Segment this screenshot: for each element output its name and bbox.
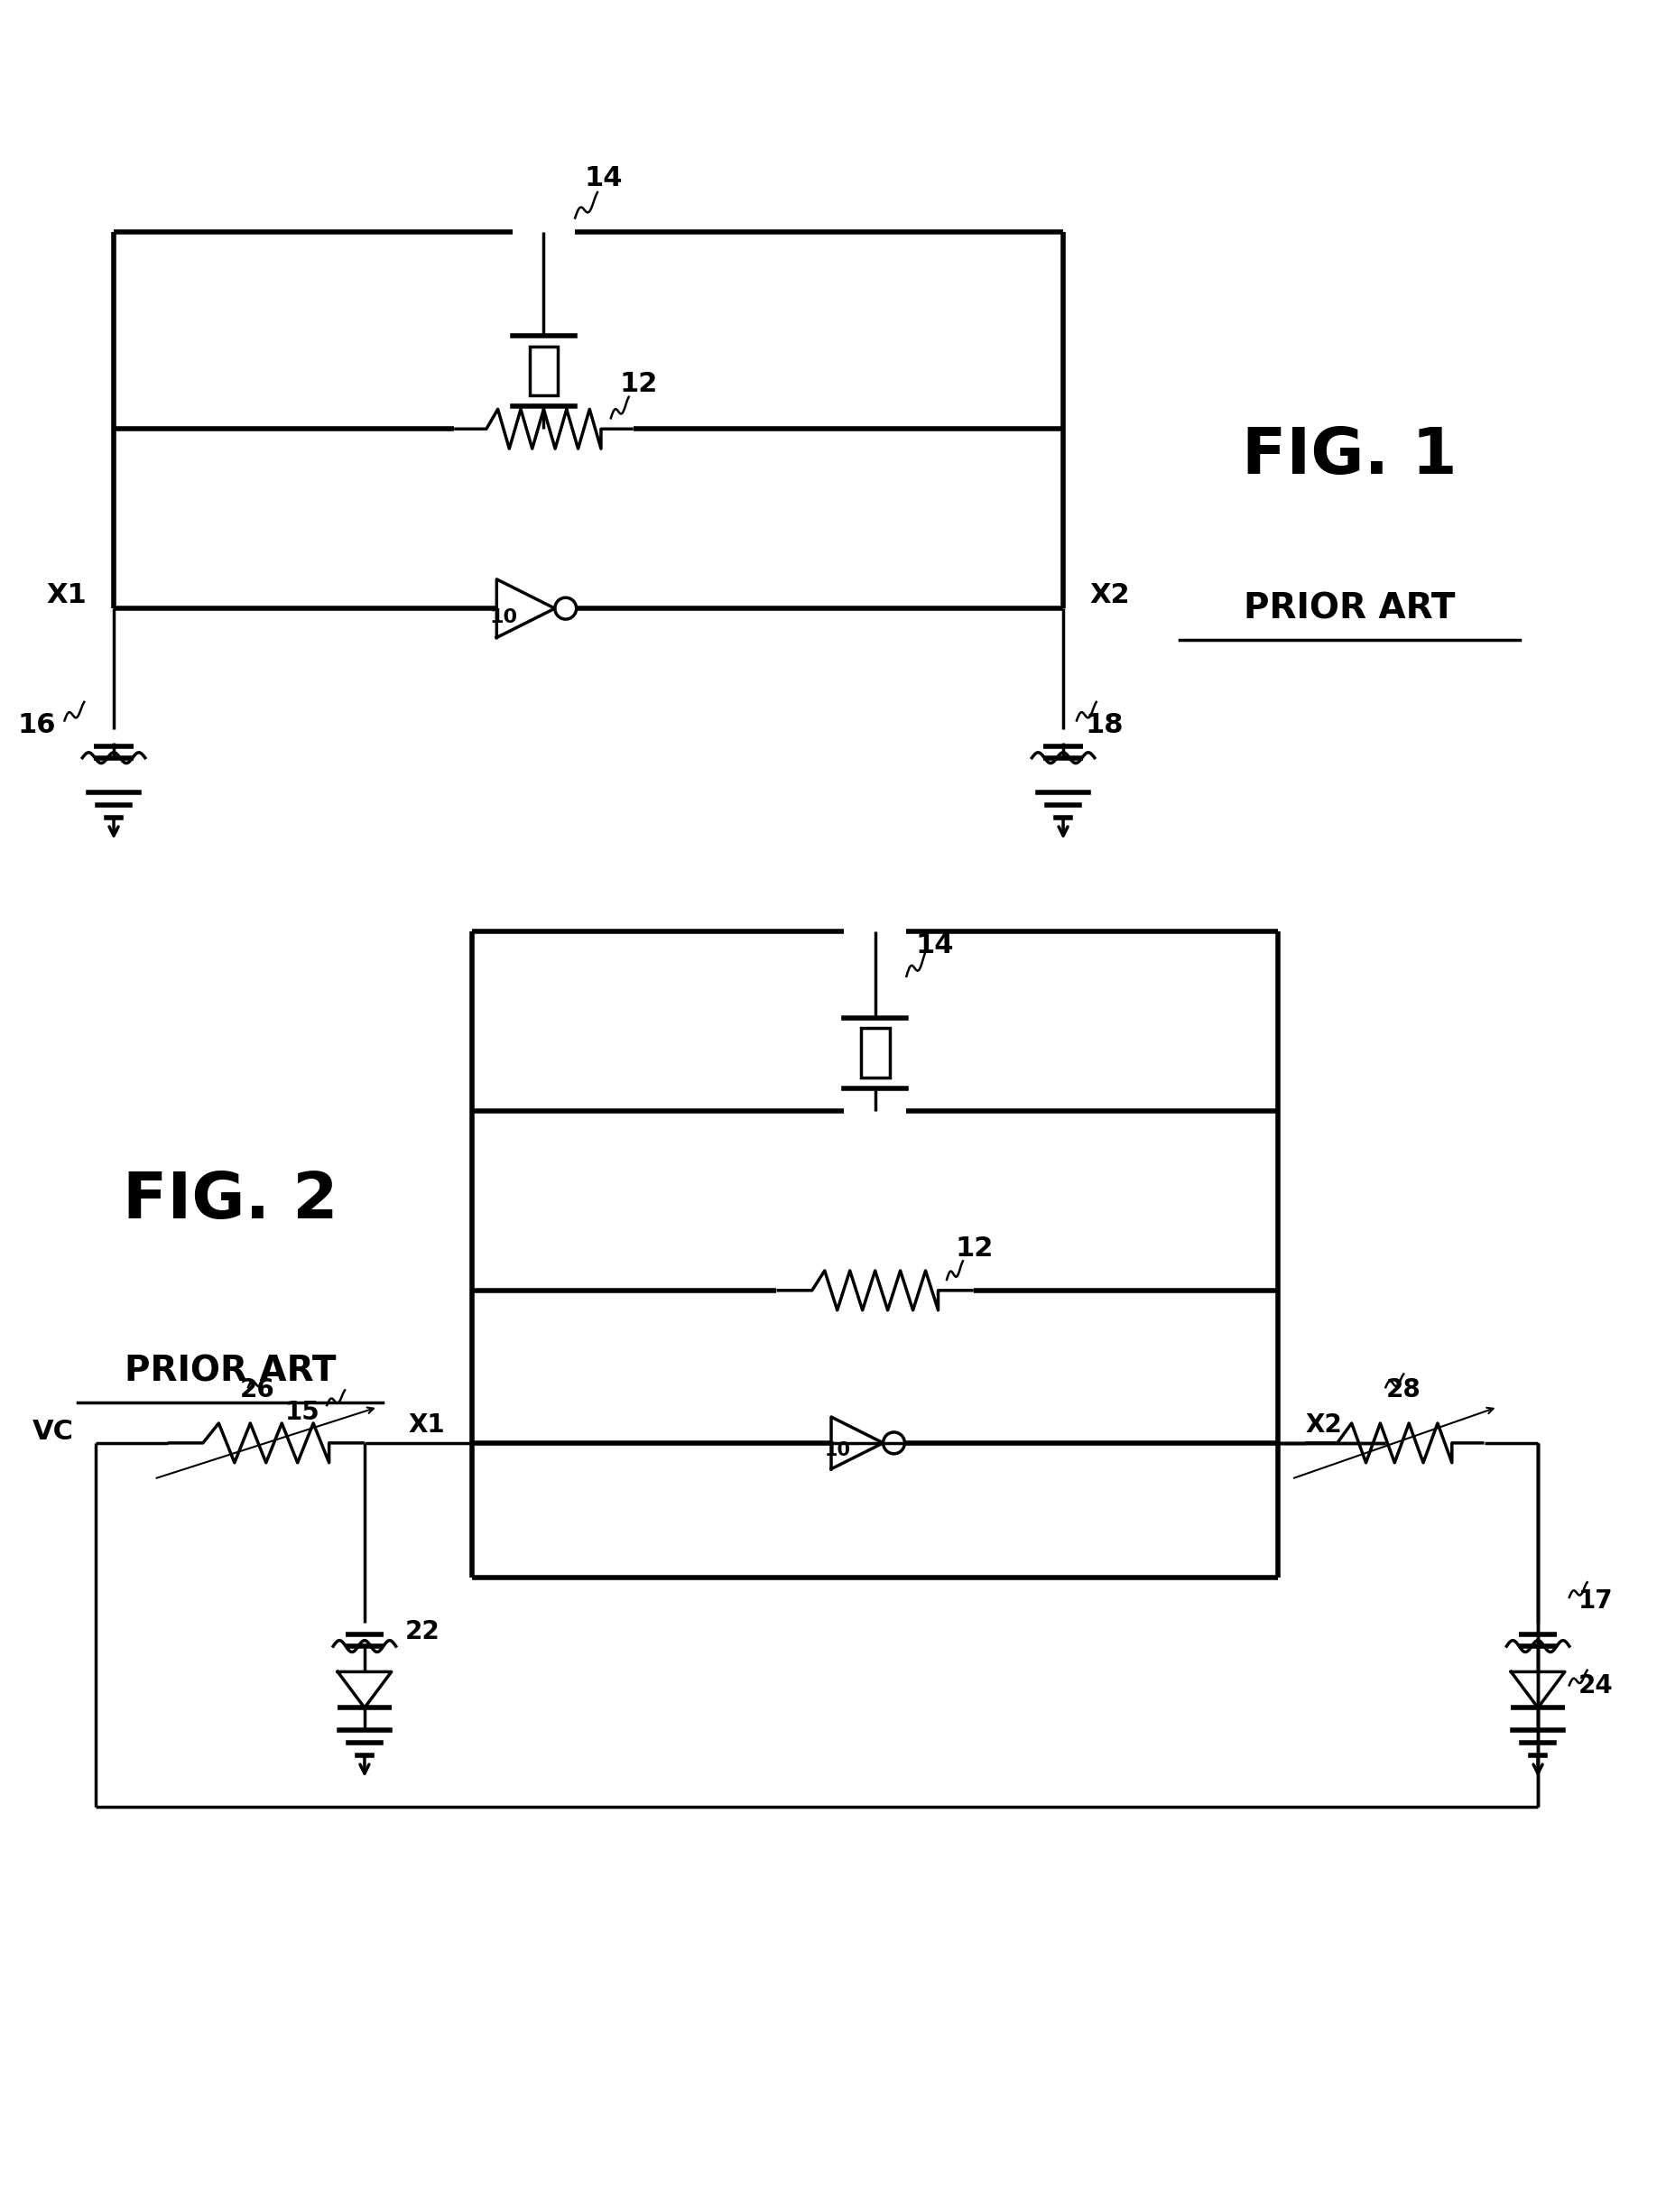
Text: 16: 16	[17, 712, 55, 739]
Text: 14: 14	[915, 931, 953, 958]
Text: X2: X2	[1090, 582, 1130, 608]
Text: X2: X2	[1304, 1413, 1341, 1438]
Bar	[861, 1029, 890, 1077]
Text: 12: 12	[620, 372, 658, 398]
Text: X1: X1	[408, 1413, 445, 1438]
Text: 14: 14	[585, 166, 623, 190]
Text: 12: 12	[956, 1237, 995, 1261]
Text: 15: 15	[285, 1400, 320, 1425]
Text: 18: 18	[1086, 712, 1125, 739]
Circle shape	[555, 597, 576, 619]
Text: 24: 24	[1578, 1674, 1613, 1699]
Text: PRIOR ART: PRIOR ART	[1245, 591, 1456, 626]
Text: 17: 17	[1578, 1588, 1613, 1613]
Text: 10: 10	[490, 608, 518, 626]
Circle shape	[883, 1431, 905, 1453]
Text: 22: 22	[405, 1619, 440, 1644]
Text: 10: 10	[825, 1442, 851, 1460]
Text: 28: 28	[1386, 1378, 1421, 1402]
Text: PRIOR ART: PRIOR ART	[125, 1354, 337, 1389]
Text: VC: VC	[32, 1420, 73, 1444]
Bar	[530, 347, 558, 396]
Text: 26: 26	[240, 1378, 275, 1402]
Text: FIG. 1: FIG. 1	[1243, 425, 1458, 487]
Text: FIG. 2: FIG. 2	[123, 1170, 338, 1232]
Text: X1: X1	[47, 582, 87, 608]
